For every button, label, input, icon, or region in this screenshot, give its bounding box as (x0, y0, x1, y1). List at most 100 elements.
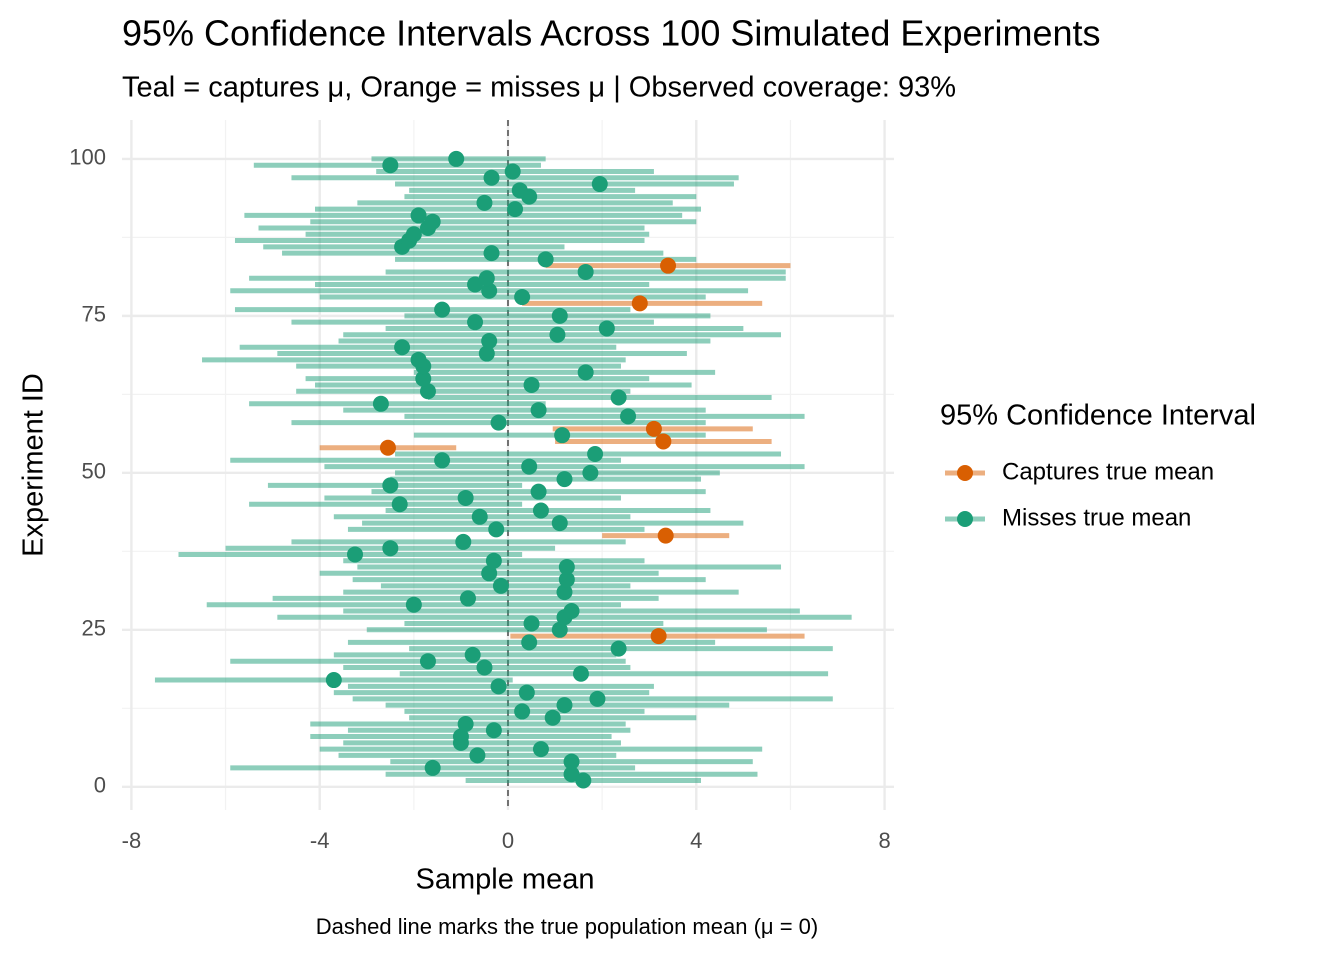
sample-mean-point (325, 672, 342, 689)
x-axis-title: Sample mean (416, 864, 595, 896)
sample-mean-point (532, 502, 549, 519)
sample-mean-point (452, 728, 469, 745)
sample-mean-point (457, 715, 474, 732)
sample-mean-point (382, 540, 399, 557)
legend-title: 95% Confidence Interval (940, 400, 1256, 432)
sample-mean-point (488, 521, 505, 538)
sample-mean-point (483, 169, 500, 186)
sample-mean-point (514, 703, 531, 720)
sample-mean-point (556, 471, 573, 488)
sample-mean-point (530, 402, 547, 419)
sample-mean-point (563, 753, 580, 770)
legend: Captures true mean Misses true mean (945, 458, 1214, 531)
y-tick-label: 50 (82, 459, 106, 484)
sample-mean-point (514, 289, 531, 306)
sample-mean-point (655, 433, 672, 450)
sample-mean-point (415, 370, 432, 387)
sample-mean-point (382, 477, 399, 494)
sample-mean-point (467, 314, 484, 331)
sample-mean-point (382, 157, 399, 174)
sample-mean-point (610, 640, 627, 657)
sample-mean-point (410, 351, 427, 368)
legend-key-point (957, 511, 973, 527)
sample-mean-point (660, 257, 677, 274)
sample-mean-point (558, 571, 575, 588)
sample-mean-point (521, 458, 538, 475)
sample-mean-point (523, 376, 540, 393)
sample-mean-point (481, 282, 498, 299)
sample-mean-point (511, 182, 528, 199)
sample-mean-point (347, 546, 364, 563)
sample-mean-point (467, 276, 484, 293)
marks (154, 150, 852, 789)
sample-mean-point (551, 307, 568, 324)
sample-mean-point (490, 414, 507, 431)
sample-mean-point (483, 245, 500, 262)
legend-label: Captures true mean (1002, 458, 1214, 485)
sample-mean-point (424, 213, 441, 230)
sample-mean-point (530, 483, 547, 500)
sample-mean-point (532, 741, 549, 758)
sample-mean-point (598, 320, 615, 337)
sample-mean-point (481, 333, 498, 350)
sample-mean-point (455, 533, 472, 550)
sample-mean-point (591, 176, 608, 193)
sample-mean-point (478, 345, 495, 362)
sample-mean-point (645, 420, 662, 437)
sample-mean-point (419, 653, 436, 670)
sample-mean-point (575, 772, 592, 789)
sample-mean-point (471, 508, 488, 525)
sample-mean-point (448, 150, 465, 167)
sample-mean-point (572, 665, 589, 682)
chart-subtitle: Teal = captures μ, Orange = misses μ | O… (122, 72, 956, 104)
y-tick-label: 75 (82, 302, 106, 327)
sample-mean-point (485, 552, 502, 569)
sample-mean-point (492, 577, 509, 594)
sample-mean-point (551, 515, 568, 532)
sample-mean-point (549, 326, 566, 343)
sample-mean-point (485, 722, 502, 739)
sample-mean-point (551, 621, 568, 638)
x-tick-label: 8 (878, 828, 890, 853)
y-tick-label: 100 (69, 145, 106, 170)
sample-mean-point (424, 759, 441, 776)
y-tick-label: 0 (94, 773, 106, 798)
sample-mean-point (537, 251, 554, 268)
sample-mean-point (469, 747, 486, 764)
sample-mean-point (490, 678, 507, 695)
sample-mean-point (459, 590, 476, 607)
sample-mean-point (464, 646, 481, 663)
sample-mean-point (434, 452, 451, 469)
sample-mean-point (544, 709, 561, 726)
legend-label: Misses true mean (1002, 504, 1191, 531)
sample-mean-point (563, 766, 580, 783)
sample-mean-point (391, 496, 408, 513)
x-tick-label: -4 (310, 828, 330, 853)
legend-key-point (957, 465, 973, 481)
sample-mean-point (476, 194, 493, 211)
x-tick-label: 4 (690, 828, 702, 853)
caption: Dashed line marks the true population me… (316, 914, 818, 939)
sample-mean-point (518, 684, 535, 701)
sample-mean-point (577, 364, 594, 381)
sample-mean-point (405, 226, 422, 243)
x-tick-label: 0 (502, 828, 514, 853)
sample-mean-point (476, 659, 493, 676)
sample-mean-point (457, 489, 474, 506)
sample-mean-point (434, 301, 451, 318)
sample-mean-point (507, 201, 524, 218)
y-tick-label: 25 (82, 616, 106, 641)
sample-mean-point (481, 565, 498, 582)
sample-mean-point (556, 697, 573, 714)
sample-mean-point (405, 596, 422, 613)
y-axis-title: Experiment ID (18, 373, 50, 557)
sample-mean-point (657, 527, 674, 544)
sample-mean-point (419, 383, 436, 400)
sample-mean-point (478, 270, 495, 287)
sample-mean-point (558, 559, 575, 576)
sample-mean-point (523, 615, 540, 632)
sample-mean-point (587, 446, 604, 463)
x-tick-label: -8 (122, 828, 142, 853)
sample-mean-point (563, 602, 580, 619)
